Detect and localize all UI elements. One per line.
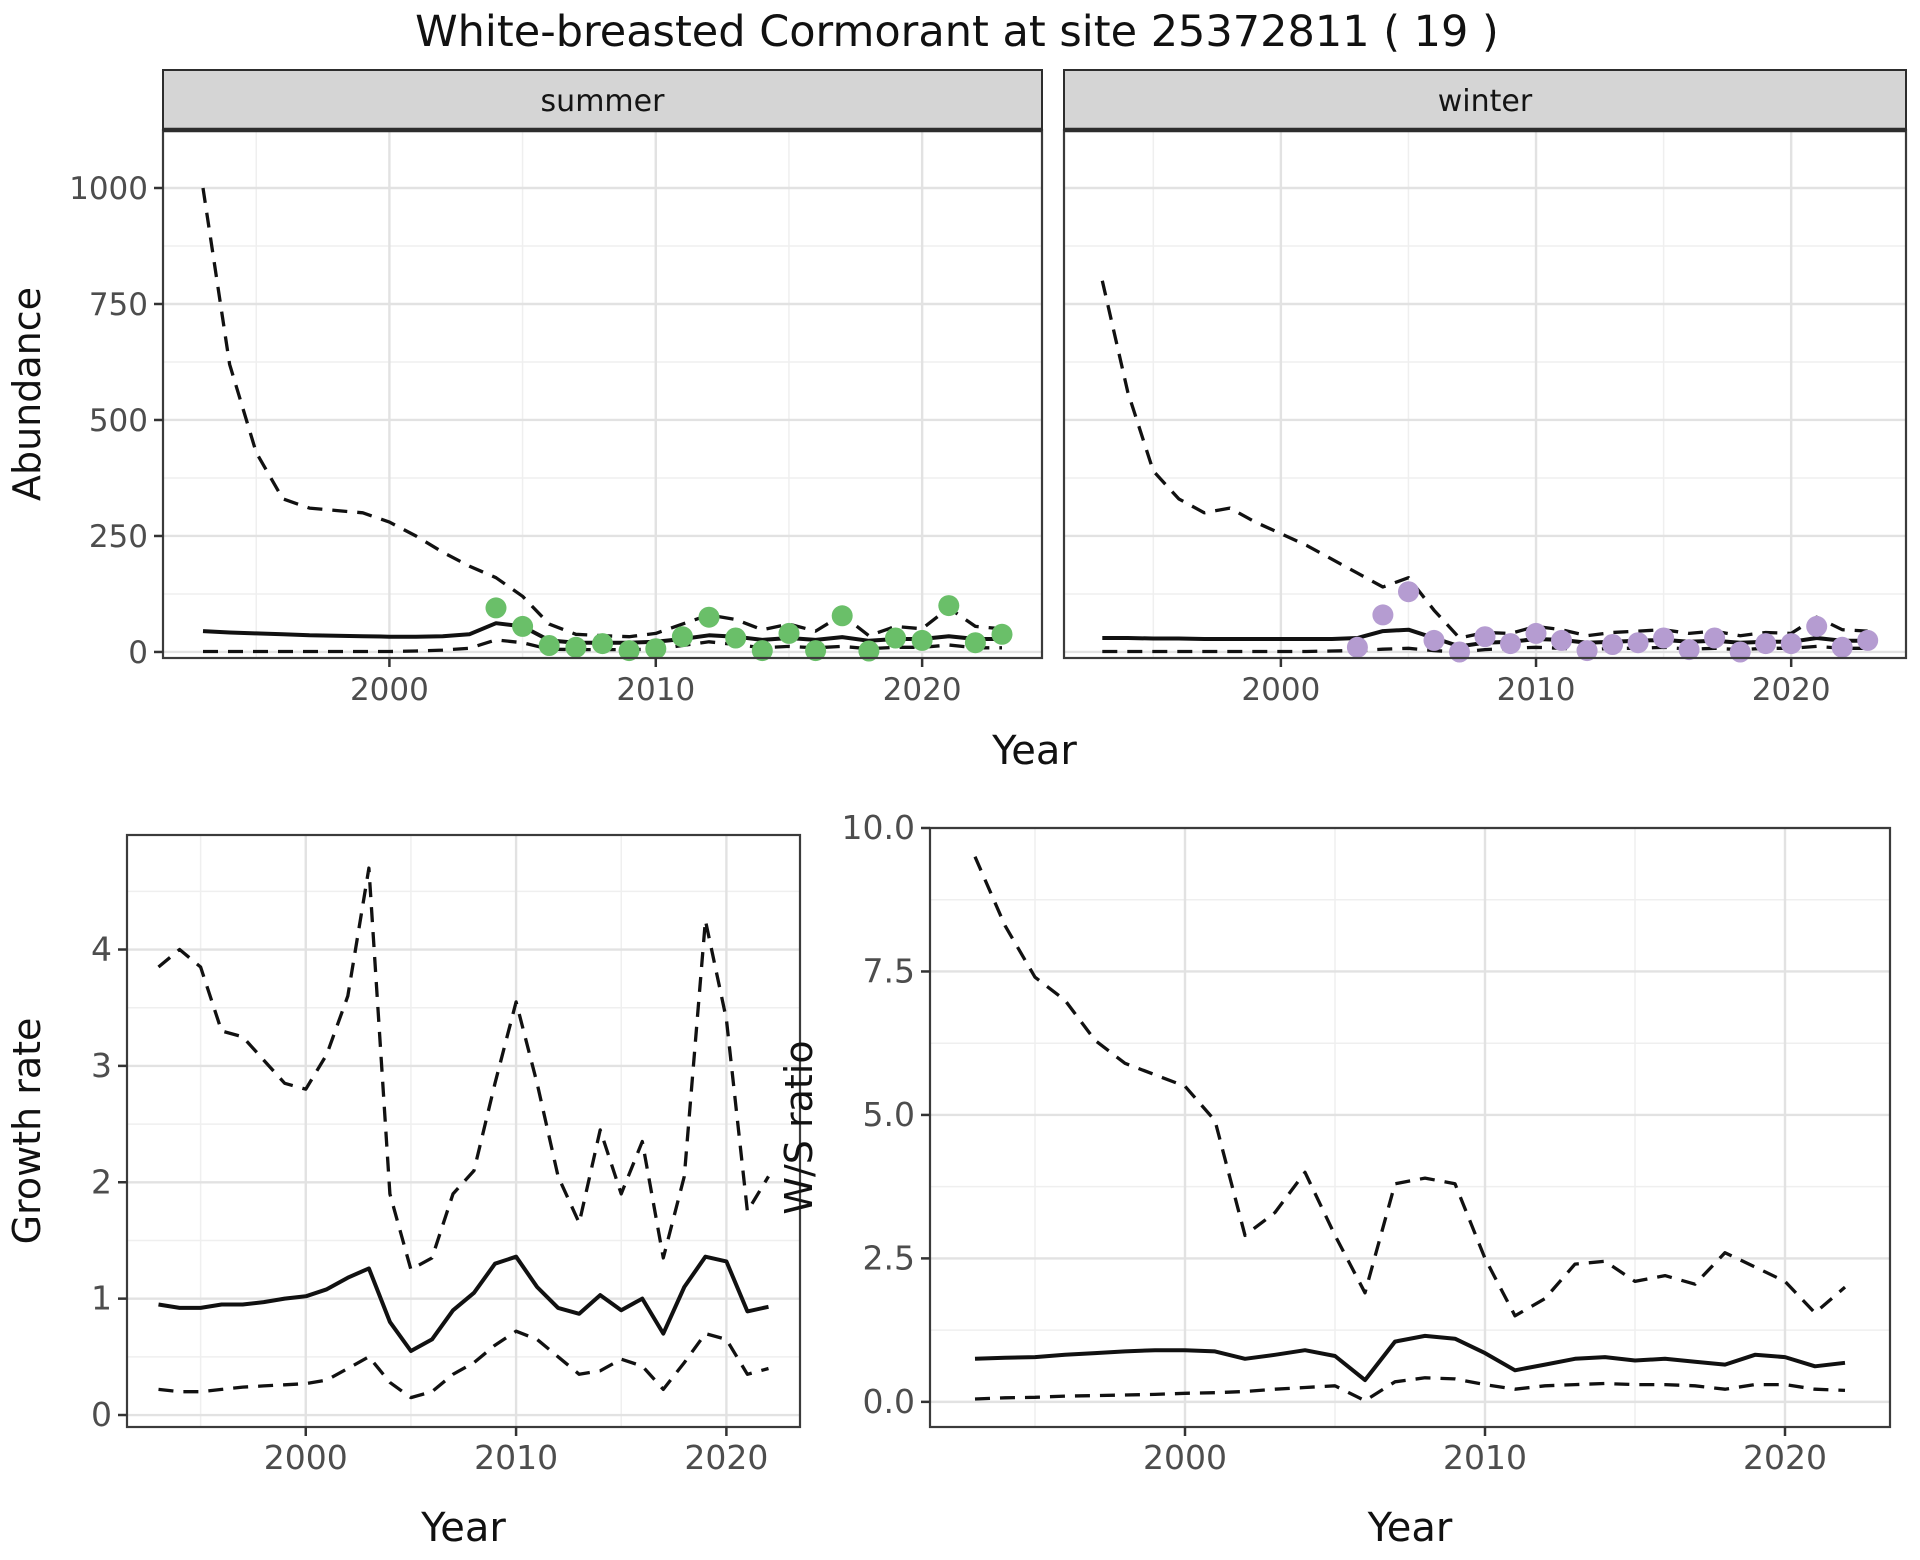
data-point (538, 635, 560, 656)
data-point (1398, 581, 1419, 603)
x-tick-label: 2010 (1497, 672, 1576, 708)
data-point (1627, 632, 1649, 654)
y-tick-label: 5.0 (863, 1095, 915, 1134)
y-tick-label: 7.5 (863, 951, 915, 990)
x-tick-label: 2010 (1443, 1438, 1527, 1477)
growth-rate-panel: 2000 2010 2020 0 1 2 3 4 Growth rate Year (5, 833, 802, 1551)
data-point (618, 640, 640, 662)
lower-ci-line (974, 1376, 1846, 1403)
upper-ci-line (1100, 280, 1868, 640)
y-tick-label: 500 (89, 403, 148, 439)
abundance-winter-panel: winter 2000 2010 2020 (1062, 69, 1908, 708)
data-point (512, 615, 534, 637)
y-tick-label: 4 (91, 930, 112, 969)
data-point (1551, 629, 1572, 651)
y-tick-label: 250 (89, 519, 148, 555)
data-point (911, 629, 933, 651)
y-tick-label: 750 (89, 287, 148, 323)
facet-strip-label: summer (541, 84, 666, 119)
upper-ci-line (973, 856, 1847, 1318)
panels-group: summer 2000 2010 2020 0 250 500 750 1000 Abundanc… (5, 69, 1908, 1551)
ws-ratio-panel-border (928, 826, 1892, 1429)
data-point (751, 640, 773, 662)
data-point (645, 638, 667, 660)
y-tick-label: 2 (91, 1162, 112, 1201)
data-point (991, 623, 1013, 645)
estimate-line (974, 1333, 1846, 1383)
growth-rate-panel-bg (127, 835, 800, 1427)
y-tick-label: 10.0 (842, 808, 915, 847)
y-tick-label: 3 (91, 1046, 112, 1085)
data-point (1729, 641, 1751, 663)
data-point (1755, 633, 1777, 655)
data-point (698, 606, 720, 628)
data-point (671, 626, 693, 648)
data-point (1780, 633, 1802, 655)
data-point (938, 595, 960, 617)
abundance-summer-panel: summer 2000 2010 2020 0 250 500 750 1000 Abundanc… (5, 69, 1044, 708)
data-point (1525, 622, 1547, 644)
data-point (1346, 636, 1368, 658)
growth-rate-panel-border (125, 833, 802, 1429)
abundance-winter-panel-bg (1064, 130, 1906, 658)
y-tick-label: 0 (128, 635, 148, 671)
facet-strip-label: winter (1438, 84, 1533, 119)
x-tick-label: 2020 (883, 672, 962, 708)
x-tick-label: 2020 (1752, 672, 1831, 708)
data-point (1678, 639, 1700, 661)
x-tick-label: 2010 (616, 672, 695, 708)
data-point (778, 622, 800, 644)
x-tick-label: 2010 (474, 1438, 558, 1477)
data-point (1449, 641, 1470, 663)
data-point (1857, 629, 1879, 651)
y-axis-title: Abundance (5, 287, 49, 501)
ws-ratio-panel: 2000 2010 2020 0.0 2.5 5.0 7.5 10.0 W/S ratio Yea… (777, 808, 1892, 1551)
lower-ci-line (158, 1329, 769, 1400)
data-point (1653, 627, 1675, 649)
page-title: White-breasted Cormorant at site 2537281… (415, 7, 1499, 57)
x-tick-label: 2000 (1241, 672, 1320, 708)
y-tick-label: 1000 (69, 171, 148, 207)
top-x-axis-title: Year (991, 728, 1077, 774)
y-tick-label: 0 (91, 1395, 112, 1434)
y-axis-title: Growth rate (5, 1018, 49, 1245)
data-point (1704, 627, 1726, 649)
data-point (565, 636, 587, 658)
data-point (1602, 634, 1624, 655)
facet-strip (1063, 69, 1907, 131)
x-axis-title: Year (420, 1505, 506, 1551)
data-point (1831, 636, 1853, 658)
facet-strip (162, 69, 1043, 131)
y-tick-label: 1 (91, 1279, 112, 1318)
data-point (805, 640, 827, 662)
data-point (485, 597, 507, 619)
x-tick-label: 2020 (1743, 1438, 1827, 1477)
x-tick-label: 2020 (684, 1438, 768, 1477)
data-point (1423, 629, 1445, 651)
data-point (858, 640, 880, 662)
data-point (592, 633, 613, 655)
data-point (1474, 626, 1496, 648)
data-point (1576, 640, 1598, 662)
abundance-summer-panel-bg (163, 130, 1042, 658)
x-tick-label: 2000 (350, 672, 429, 708)
x-tick-label: 2000 (1143, 1438, 1227, 1477)
ws-ratio-panel-bg (930, 828, 1890, 1427)
data-point (885, 627, 906, 649)
y-tick-label: 2.5 (863, 1238, 915, 1277)
x-tick-label: 2000 (264, 1438, 348, 1477)
x-axis-title: Year (1367, 1505, 1453, 1551)
data-point (725, 627, 747, 649)
estimate-line (158, 1254, 769, 1353)
y-tick-label: 0.0 (863, 1382, 915, 1421)
data-point (1500, 633, 1521, 655)
data-point (1372, 604, 1394, 626)
data-point (831, 605, 853, 627)
data-point (1806, 615, 1828, 637)
data-point (964, 632, 986, 654)
y-axis-title: W/S ratio (777, 1040, 821, 1214)
